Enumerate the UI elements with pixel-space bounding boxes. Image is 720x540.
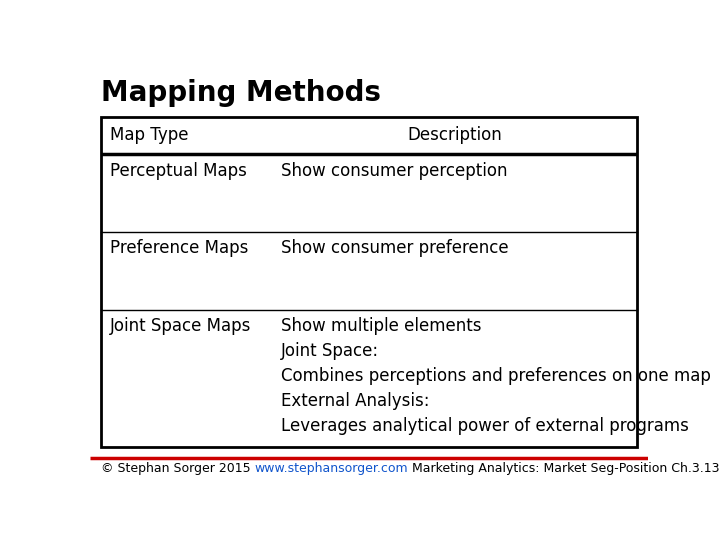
Text: Joint Space Maps: Joint Space Maps [109,317,251,335]
Text: Preference Maps: Preference Maps [109,239,248,258]
Text: Description: Description [408,126,502,145]
Text: Show consumer perception: Show consumer perception [281,161,508,180]
Text: Map Type: Map Type [109,126,188,145]
Bar [101,117,636,447]
Text: © Stephan Sorger 2015: © Stephan Sorger 2015 [101,462,255,475]
Text: Perceptual Maps: Perceptual Maps [109,161,246,180]
Text: Show consumer preference: Show consumer preference [281,239,508,258]
Text: Marketing Analytics: Market Seg-Position Ch.3.13: Marketing Analytics: Market Seg-Position… [408,462,720,475]
Text: Mapping Methods: Mapping Methods [101,79,381,107]
Text: www.stephansorger.com: www.stephansorger.com [255,462,408,475]
Text: Show multiple elements
Joint Space:
Combines perceptions and preferences on one : Show multiple elements Joint Space: Comb… [281,317,711,435]
